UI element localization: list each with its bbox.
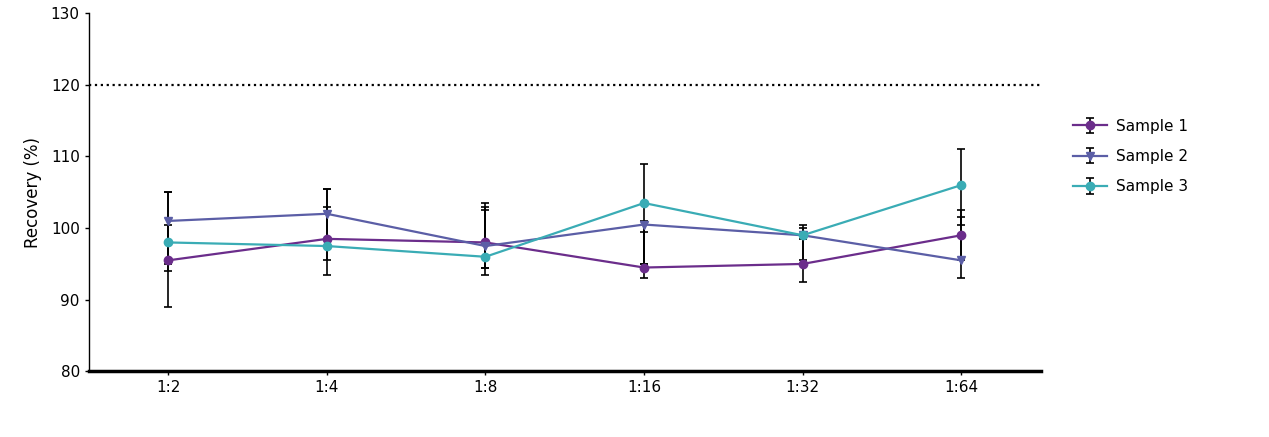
Y-axis label: Recovery (%): Recovery (%) bbox=[24, 137, 42, 248]
Legend: Sample 1, Sample 2, Sample 3: Sample 1, Sample 2, Sample 3 bbox=[1067, 113, 1194, 200]
